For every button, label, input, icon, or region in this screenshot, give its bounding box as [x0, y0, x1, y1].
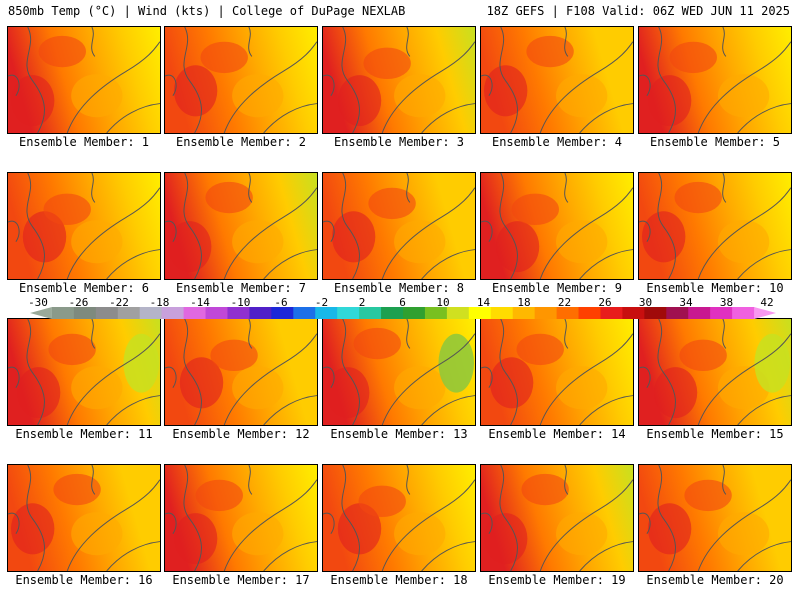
- colorbar-swatch: [205, 307, 228, 319]
- colorbar-swatch: [183, 307, 207, 319]
- colorbar-tick-label: -14: [190, 296, 210, 309]
- colorbar-tick-label: 22: [557, 296, 572, 309]
- colorbar-swatch: [73, 307, 97, 319]
- colorbar-swatch: [512, 307, 536, 319]
- ensemble-member-label: Ensemble Member: 9: [491, 281, 623, 295]
- ensemble-member-label: Ensemble Member: 12: [172, 427, 310, 441]
- ensemble-member-label: Ensemble Member: 14: [488, 427, 626, 441]
- model-run-info: 18Z GEFS | F108 Valid: 06Z WED JUN 11 20…: [486, 4, 790, 18]
- colorbar-swatch: [468, 307, 492, 319]
- colorbar-swatch: [359, 307, 382, 319]
- colorbar-tick-label: -18: [149, 296, 170, 309]
- ensemble-member-label: Ensemble Member: 18: [330, 573, 468, 587]
- ensemble-member-label: Ensemble Member: 4: [491, 135, 623, 149]
- colorbar-tick-label: 42: [760, 296, 774, 309]
- colorbar-tick-label: 10: [436, 296, 450, 309]
- colorbar-tick-label: 26: [598, 296, 612, 309]
- colorbar-swatch: [271, 307, 294, 319]
- ensemble-member-map-7: [164, 172, 318, 280]
- ensemble-member-map-10: [638, 172, 792, 280]
- ensemble-member-map-2: [164, 26, 318, 134]
- ensemble-member-map-15: [638, 318, 792, 426]
- ensemble-member-map-16: [7, 464, 161, 572]
- ensemble-member-map-5: [638, 26, 792, 134]
- ensemble-member-map-1: [7, 26, 161, 134]
- ensemble-member-label: Ensemble Member: 13: [330, 427, 468, 441]
- ensemble-member-label: Ensemble Member: 6: [18, 281, 150, 295]
- ensemble-member-label: Ensemble Member: 1: [18, 135, 150, 149]
- ensemble-member-map-12: [164, 318, 318, 426]
- colorbar-swatch: [578, 307, 601, 319]
- colorbar-tick-label: 38: [719, 296, 734, 309]
- colorbar-tick-label: 30: [638, 296, 653, 309]
- ensemble-member-label: Ensemble Member: 11: [15, 427, 153, 441]
- colorbar-swatch: [424, 307, 448, 319]
- map-title: 850mb Temp (°C) | Wind (kts) | College o…: [8, 4, 406, 18]
- colorbar-swatch: [732, 307, 755, 319]
- colorbar-swatch: [600, 307, 623, 319]
- colorbar-swatch: [403, 307, 426, 319]
- ensemble-member-label: Ensemble Member: 20: [646, 573, 784, 587]
- colorbar-swatch: [490, 307, 514, 319]
- ensemble-member-label: Ensemble Member: 10: [646, 281, 784, 295]
- colorbar-arrow-right: [754, 307, 776, 319]
- colorbar-tick-label: 34: [679, 296, 693, 309]
- colorbar-swatch: [666, 307, 689, 319]
- colorbar-swatch: [622, 307, 645, 319]
- ensemble-member-map-19: [480, 464, 634, 572]
- ensemble-member-map-20: [638, 464, 792, 572]
- ensemble-member-map-4: [480, 26, 634, 134]
- colorbar-tick-label: 14: [476, 296, 491, 309]
- colorbar-swatch: [337, 307, 360, 319]
- colorbar-tick-label: 2: [358, 296, 366, 309]
- colorbar-swatch: [161, 307, 185, 319]
- colorbar-swatch: [95, 307, 119, 319]
- colorbar-swatch: [315, 307, 338, 319]
- colorbar-swatch: [227, 307, 250, 319]
- ensemble-member-label: Ensemble Member: 19: [488, 573, 626, 587]
- ensemble-member-map-17: [164, 464, 318, 572]
- colorbar-swatch: [249, 307, 272, 319]
- ensemble-member-label: Ensemble Member: 3: [333, 135, 465, 149]
- colorbar-tick-label: 6: [399, 296, 406, 309]
- colorbar-swatch: [446, 307, 470, 319]
- ensemble-member-map-13: [322, 318, 476, 426]
- ensemble-member-map-9: [480, 172, 634, 280]
- ensemble-member-map-14: [480, 318, 634, 426]
- colorbar-swatch: [117, 307, 141, 319]
- ensemble-member-label: Ensemble Member: 7: [175, 281, 307, 295]
- colorbar-tick-label: -6: [274, 296, 288, 309]
- ensemble-member-map-6: [7, 172, 161, 280]
- colorbar-swatch: [710, 307, 733, 319]
- ensemble-member-label: Ensemble Member: 5: [649, 135, 781, 149]
- ensemble-member-label: Ensemble Member: 15: [646, 427, 784, 441]
- ensemble-member-map-18: [322, 464, 476, 572]
- colorbar-tick-label: -30: [28, 296, 48, 309]
- colorbar-swatch: [139, 307, 163, 319]
- colorbar-arrow-left: [30, 307, 52, 319]
- colorbar-swatch: [534, 307, 558, 319]
- colorbar-swatch: [556, 307, 580, 319]
- colorbar-tick-label: -22: [109, 296, 129, 309]
- ensemble-member-map-3: [322, 26, 476, 134]
- ensemble-member-label: Ensemble Member: 2: [175, 135, 307, 149]
- temperature-colorbar: [30, 307, 776, 319]
- ensemble-member-map-11: [7, 318, 161, 426]
- colorbar-swatch: [293, 307, 316, 319]
- ensemble-member-label: Ensemble Member: 8: [333, 281, 465, 295]
- ensemble-member-map-8: [322, 172, 476, 280]
- colorbar-swatch: [644, 307, 667, 319]
- colorbar-tick-label: -2: [314, 296, 329, 309]
- ensemble-member-label: Ensemble Member: 16: [15, 573, 153, 587]
- colorbar-tick-label: -26: [68, 296, 89, 309]
- ensemble-member-label: Ensemble Member: 17: [172, 573, 310, 587]
- colorbar-swatch: [381, 307, 404, 319]
- colorbar-swatch: [51, 307, 75, 319]
- colorbar-tick-label: 18: [517, 296, 531, 309]
- colorbar-tick-label: -10: [230, 296, 251, 309]
- colorbar-swatch: [688, 307, 711, 319]
